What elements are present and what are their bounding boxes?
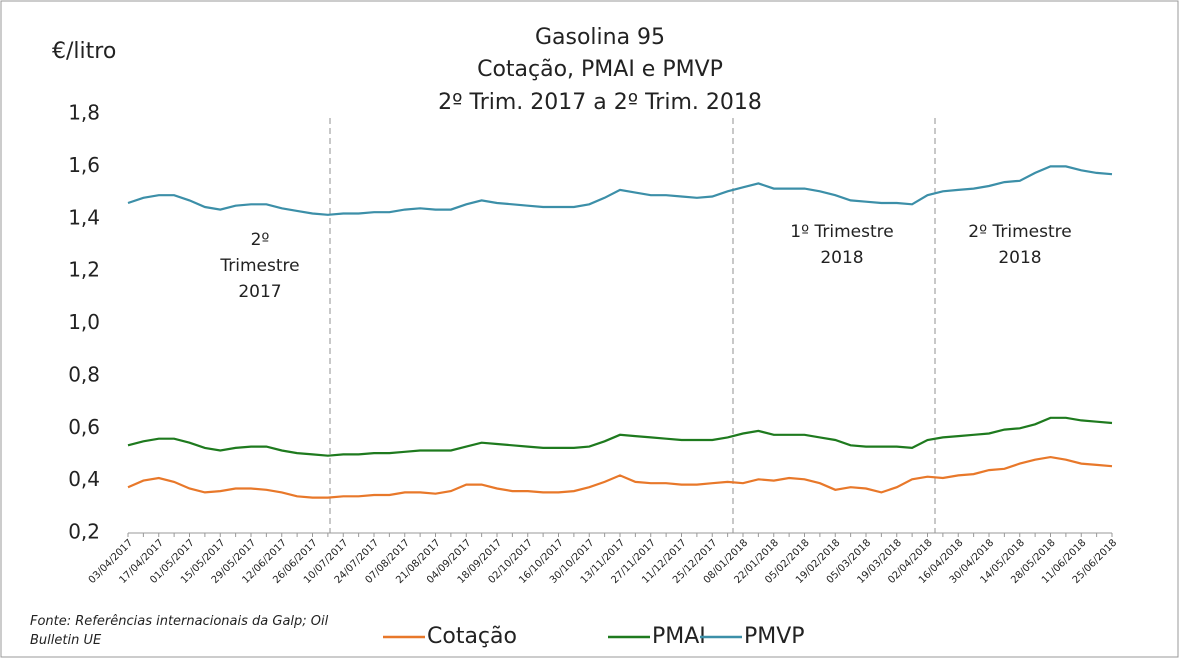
y-tick-label: 1,6 <box>68 153 100 177</box>
annotation: 2º Trimestre <box>968 222 1071 242</box>
y-tick-label: 1,4 <box>68 205 100 229</box>
annotation: 2º <box>251 230 270 250</box>
chart-subtitle: Cotação, PMAI e PMVP <box>477 57 723 82</box>
series-line <box>127 416 1113 457</box>
y-tick-label: 0,4 <box>68 467 100 491</box>
annotation: 1º Trimestre <box>790 222 893 242</box>
legend-label: PMAI <box>652 624 706 649</box>
legend-label: PMVP <box>744 624 805 649</box>
y-axis-label: €/litro <box>52 39 116 64</box>
source: Fonte: Referências internacionais da Gal… <box>30 614 329 648</box>
chart-title: Gasolina 95 <box>535 25 665 50</box>
annotation: 2017 <box>238 282 281 302</box>
y-tick-label: 0,8 <box>68 362 100 386</box>
annotation: 2018 <box>998 248 1041 268</box>
annotation: Trimestre <box>219 256 299 276</box>
annotation: 2018 <box>820 248 863 268</box>
y-tick-label: 0,6 <box>68 415 100 439</box>
series-line <box>127 455 1113 499</box>
legend-label: Cotação <box>427 624 517 649</box>
y-tick-label: 1,2 <box>68 258 100 282</box>
series-line <box>127 165 1113 216</box>
y-tick-label: 1,0 <box>68 310 100 334</box>
chart-subtitle: 2º Trim. 2017 a 2º Trim. 2018 <box>438 90 762 115</box>
y-tick-label: 0,2 <box>68 520 100 544</box>
y-tick-label: 1,8 <box>68 101 100 125</box>
